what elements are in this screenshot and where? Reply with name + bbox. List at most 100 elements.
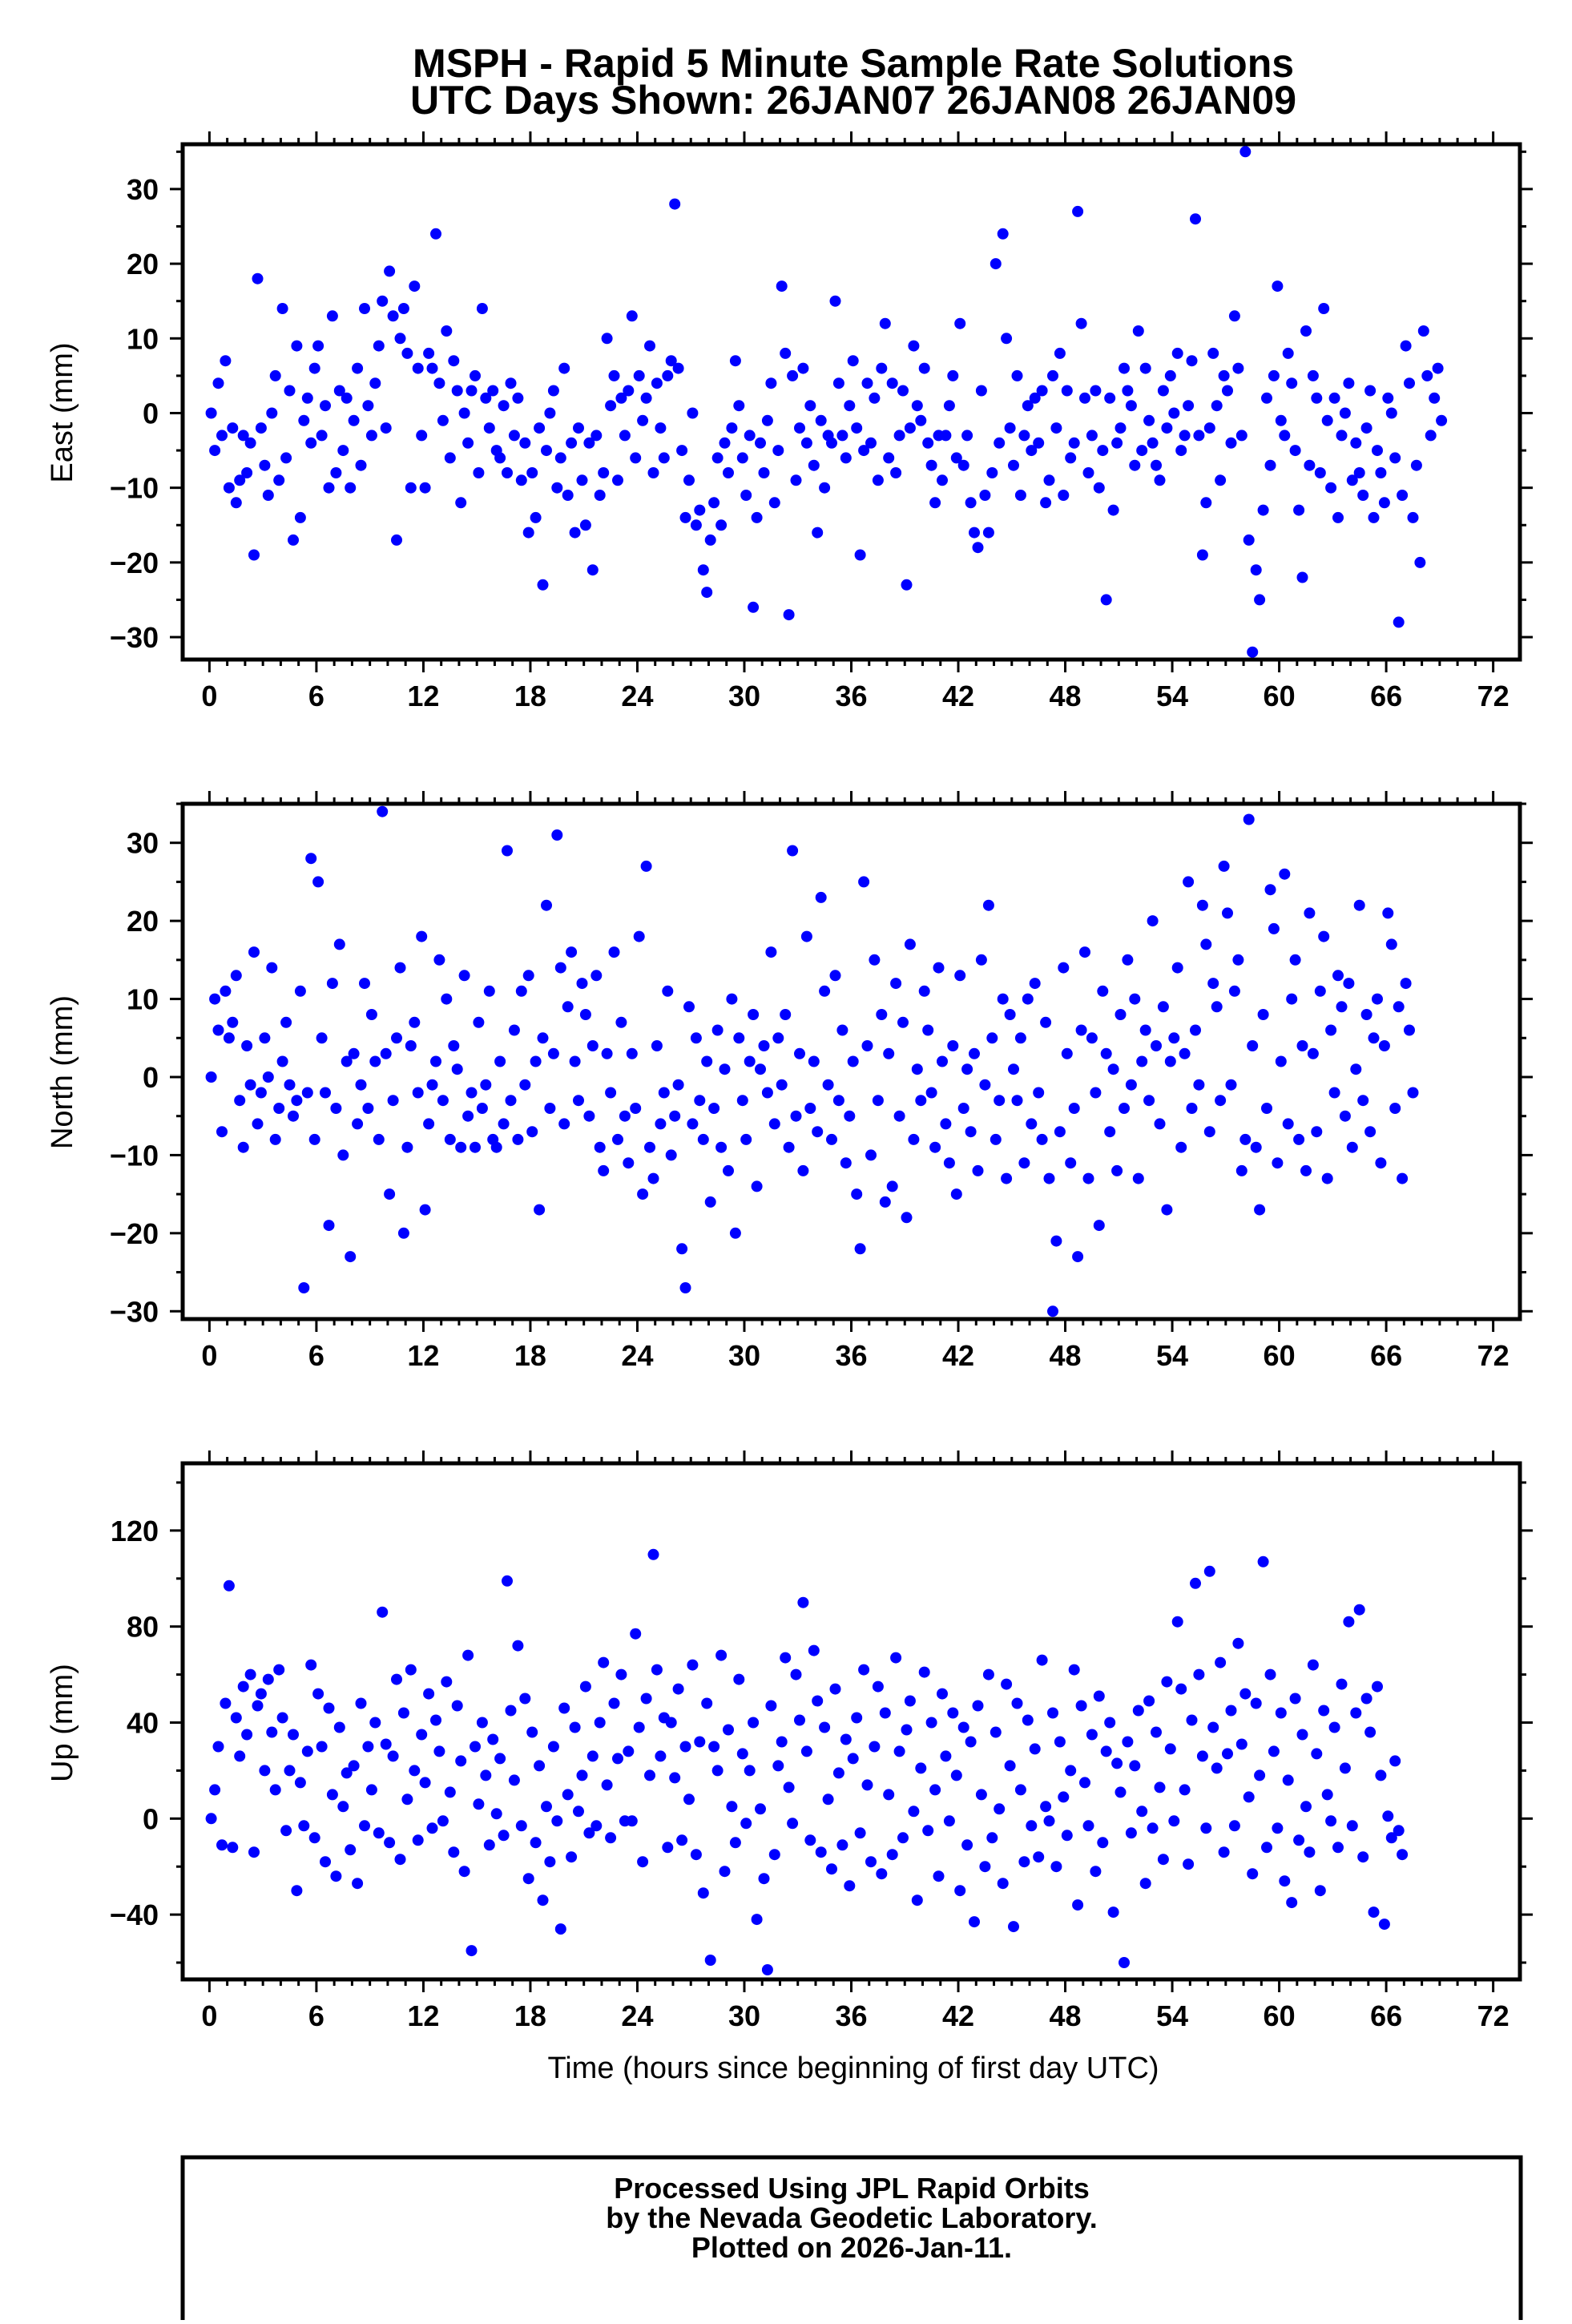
north-data-point bbox=[897, 1016, 909, 1028]
north-data-point bbox=[541, 899, 552, 911]
east-data-point bbox=[1225, 437, 1237, 449]
east-data-point bbox=[1339, 407, 1351, 419]
up-data-point bbox=[444, 1786, 456, 1798]
up-data-point bbox=[1008, 1921, 1019, 1933]
up-data-point bbox=[1119, 1957, 1130, 1968]
east-data-point bbox=[433, 377, 445, 389]
east-data-point bbox=[911, 400, 923, 412]
east-data-point bbox=[619, 430, 631, 442]
north-x-tick-label: 60 bbox=[1264, 1339, 1296, 1372]
up-data-point bbox=[1211, 1762, 1223, 1774]
north-data-point bbox=[644, 1141, 655, 1153]
up-data-point bbox=[840, 1733, 852, 1745]
north-data-point bbox=[740, 1133, 752, 1145]
north-data-point bbox=[800, 930, 812, 942]
north-data-point bbox=[1353, 899, 1365, 911]
up-data-point bbox=[947, 1707, 959, 1719]
up-data-point bbox=[708, 1741, 720, 1753]
north-data-point bbox=[658, 1087, 670, 1099]
north-data-point bbox=[972, 1164, 984, 1176]
north-y-tick-label: 30 bbox=[127, 827, 159, 860]
up-data-point bbox=[1247, 1868, 1259, 1880]
east-data-point bbox=[994, 437, 1006, 449]
east-data-point bbox=[1321, 414, 1333, 426]
up-data-point bbox=[1022, 1714, 1034, 1726]
north-data-point bbox=[783, 1141, 795, 1153]
up-data-point bbox=[391, 1673, 402, 1685]
up-data-point bbox=[502, 1575, 513, 1587]
north-data-point bbox=[223, 1032, 235, 1044]
north-data-point bbox=[1022, 993, 1034, 1005]
north-data-point bbox=[1378, 1040, 1390, 1051]
north-data-point bbox=[476, 1103, 488, 1114]
east-data-point bbox=[466, 385, 478, 397]
north-data-point bbox=[241, 1040, 253, 1051]
north-data-point bbox=[579, 1009, 591, 1020]
up-data-point bbox=[209, 1784, 221, 1796]
up-data-point bbox=[651, 1664, 663, 1676]
east-data-point bbox=[605, 400, 617, 412]
north-y-tick-label: −10 bbox=[110, 1139, 159, 1172]
up-data-point bbox=[854, 1827, 866, 1839]
up-data-point bbox=[1239, 1688, 1252, 1700]
up-data-point bbox=[530, 1837, 542, 1849]
east-data-point bbox=[558, 362, 570, 374]
east-data-point bbox=[918, 362, 930, 374]
north-data-point bbox=[1047, 1305, 1058, 1317]
east-data-point bbox=[458, 407, 470, 419]
up-data-point bbox=[266, 1726, 278, 1738]
up-data-point bbox=[387, 1750, 399, 1762]
east-data-point bbox=[719, 437, 731, 449]
east-data-point bbox=[776, 280, 788, 293]
up-data-point bbox=[1218, 1846, 1230, 1858]
east-data-point bbox=[551, 482, 563, 494]
east-data-point bbox=[623, 385, 635, 397]
up-data-point bbox=[308, 1832, 320, 1844]
north-data-point bbox=[305, 853, 317, 865]
east-x-tick-label: 18 bbox=[514, 680, 546, 712]
up-data-point bbox=[844, 1880, 856, 1892]
north-data-point bbox=[612, 1133, 623, 1145]
north-data-point bbox=[819, 985, 831, 997]
up-data-point bbox=[701, 1697, 713, 1709]
east-data-point bbox=[748, 601, 760, 613]
east-data-point bbox=[391, 534, 402, 546]
up-x-tick-label: 36 bbox=[835, 1999, 867, 2032]
north-data-point bbox=[209, 993, 221, 1005]
north-data-point bbox=[284, 1079, 296, 1091]
north-data-point bbox=[651, 1040, 663, 1051]
east-data-point bbox=[441, 325, 453, 337]
north-data-point bbox=[1100, 1047, 1112, 1059]
up-data-point bbox=[458, 1866, 470, 1878]
east-data-point bbox=[1200, 497, 1212, 509]
north-data-point bbox=[433, 954, 445, 966]
east-data-point bbox=[534, 422, 546, 434]
up-data-point bbox=[412, 1834, 424, 1846]
chart-title: MSPH - Rapid 5 Minute Sample Rate Soluti… bbox=[413, 41, 1294, 86]
east-data-point bbox=[1407, 511, 1419, 523]
north-data-point bbox=[1168, 1032, 1180, 1044]
north-data-point bbox=[1018, 1157, 1030, 1169]
north-data-point bbox=[244, 1079, 256, 1091]
east-x-tick-label: 54 bbox=[1156, 680, 1188, 712]
up-data-point bbox=[355, 1697, 367, 1709]
up-data-point bbox=[586, 1750, 599, 1762]
north-data-point bbox=[1264, 884, 1276, 896]
east-data-point bbox=[1154, 474, 1166, 486]
east-data-point bbox=[1328, 392, 1340, 404]
up-data-point bbox=[879, 1707, 891, 1719]
north-data-point bbox=[761, 1087, 773, 1099]
up-data-point bbox=[669, 1772, 681, 1784]
north-data-point bbox=[473, 1016, 485, 1028]
east-data-point bbox=[362, 400, 374, 412]
east-data-point bbox=[1318, 303, 1330, 314]
east-data-point bbox=[1122, 385, 1134, 397]
north-data-point bbox=[890, 978, 902, 990]
north-data-point bbox=[365, 1009, 377, 1020]
north-data-point bbox=[519, 1079, 531, 1091]
north-data-point bbox=[269, 1133, 281, 1145]
north-data-point bbox=[512, 1133, 524, 1145]
up-data-point bbox=[630, 1628, 642, 1640]
north-data-point bbox=[879, 1196, 891, 1208]
